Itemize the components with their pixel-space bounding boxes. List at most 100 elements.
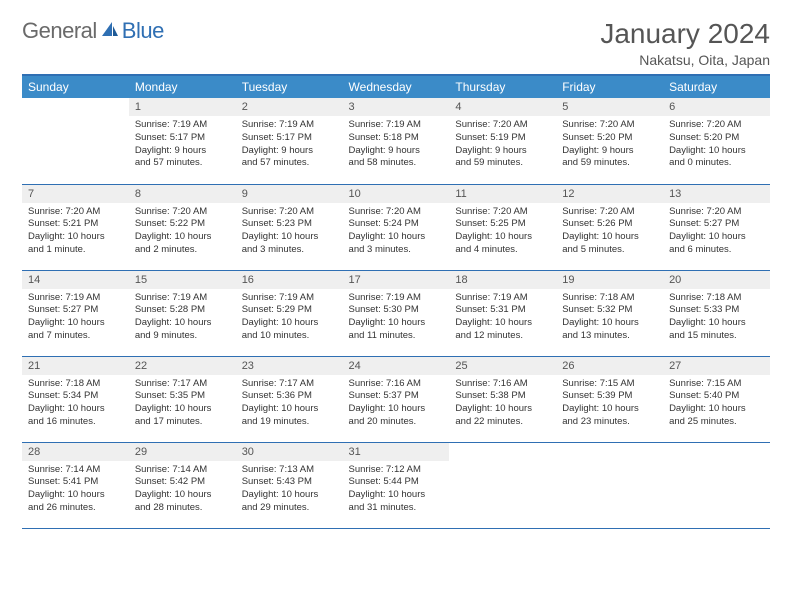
day-text-line: Daylight: 10 hours [242,317,337,330]
day-cell: 3Sunrise: 7:19 AMSunset: 5:18 PMDaylight… [343,98,450,184]
day-text-line: Sunset: 5:42 PM [135,476,230,489]
day-text-line: Sunrise: 7:14 AM [135,464,230,477]
day-number: 27 [663,357,770,375]
day-text: Sunrise: 7:20 AMSunset: 5:24 PMDaylight:… [343,203,450,261]
day-text-line: Sunrise: 7:20 AM [669,119,764,132]
day-text-line: and 1 minute. [28,244,123,257]
day-text-line: Sunset: 5:31 PM [455,304,550,317]
day-cell: 2Sunrise: 7:19 AMSunset: 5:17 PMDaylight… [236,98,343,184]
day-cell: 24Sunrise: 7:16 AMSunset: 5:37 PMDayligh… [343,356,450,442]
day-text-line: Daylight: 10 hours [135,489,230,502]
day-text: Sunrise: 7:12 AMSunset: 5:44 PMDaylight:… [343,461,450,519]
day-number: 23 [236,357,343,375]
day-text-line: and 23 minutes. [562,416,657,429]
day-text-line: and 3 minutes. [242,244,337,257]
day-cell: 31Sunrise: 7:12 AMSunset: 5:44 PMDayligh… [343,442,450,528]
day-number: 19 [556,271,663,289]
day-number: 14 [22,271,129,289]
day-cell [449,442,556,528]
day-text-line: Sunset: 5:25 PM [455,218,550,231]
day-text-line: Daylight: 10 hours [28,489,123,502]
day-text-line: Sunrise: 7:19 AM [349,292,444,305]
day-text-line: Sunset: 5:35 PM [135,390,230,403]
day-text-line: Sunrise: 7:20 AM [455,119,550,132]
day-text-line: Sunrise: 7:17 AM [242,378,337,391]
day-text-line: Daylight: 10 hours [28,231,123,244]
day-number: 15 [129,271,236,289]
day-text-line: and 57 minutes. [242,157,337,170]
day-text: Sunrise: 7:16 AMSunset: 5:37 PMDaylight:… [343,375,450,433]
day-text-line: and 9 minutes. [135,330,230,343]
day-cell: 15 Sunrise: 7:19 AMSunset: 5:28 PMDayligh… [129,270,236,356]
day-number: 20 [663,271,770,289]
day-cell: 25Sunrise: 7:16 AMSunset: 5:38 PMDayligh… [449,356,556,442]
day-text: Sunrise: 7:15 AMSunset: 5:39 PMDaylight:… [556,375,663,433]
day-text-line: and 11 minutes. [349,330,444,343]
month-title: January 2024 [600,18,770,50]
day-cell: 18Sunrise: 7:19 AMSunset: 5:31 PMDayligh… [449,270,556,356]
day-text-line: Daylight: 10 hours [349,489,444,502]
day-text-line: Daylight: 9 hours [349,145,444,158]
day-text-line: Daylight: 10 hours [135,317,230,330]
day-text-line: Daylight: 10 hours [349,231,444,244]
day-text-line: Sunrise: 7:20 AM [28,206,123,219]
day-text-line: and 58 minutes. [349,157,444,170]
day-text: Sunrise: 7:20 AMSunset: 5:26 PMDaylight:… [556,203,663,261]
day-cell: 20Sunrise: 7:18 AMSunset: 5:33 PMDayligh… [663,270,770,356]
day-number: 9 [236,185,343,203]
day-text-line: Sunset: 5:27 PM [669,218,764,231]
day-number: 8 [129,185,236,203]
day-text-line: and 7 minutes. [28,330,123,343]
day-text-line: Sunrise: 7:19 AM [349,119,444,132]
day-text: Sunrise: 7:13 AMSunset: 5:43 PMDaylight:… [236,461,343,519]
day-text-line: Daylight: 10 hours [562,231,657,244]
day-text-line: Sunset: 5:17 PM [135,132,230,145]
day-text-line: and 26 minutes. [28,502,123,515]
day-text-line: Sunset: 5:30 PM [349,304,444,317]
day-cell: 21Sunrise: 7:18 AMSunset: 5:34 PMDayligh… [22,356,129,442]
day-text-line: Daylight: 10 hours [669,145,764,158]
day-text-line: Daylight: 10 hours [455,403,550,416]
day-text-line: Sunset: 5:43 PM [242,476,337,489]
dayhead-tue: Tuesday [236,75,343,98]
day-number: 3 [343,98,450,116]
day-text-line: Sunset: 5:23 PM [242,218,337,231]
day-text-line: Sunrise: 7:19 AM [135,119,230,132]
day-text-line: Sunrise: 7:18 AM [28,378,123,391]
day-number: 25 [449,357,556,375]
day-text: Sunrise: 7:20 AMSunset: 5:23 PMDaylight:… [236,203,343,261]
week-row: 21Sunrise: 7:18 AMSunset: 5:34 PMDayligh… [22,356,770,442]
day-number: 2 [236,98,343,116]
day-text-line: Sunset: 5:28 PM [135,304,230,317]
day-text: Sunrise: 7:18 AMSunset: 5:33 PMDaylight:… [663,289,770,347]
day-text: Sunrise: 7:20 AMSunset: 5:27 PMDaylight:… [663,203,770,261]
day-text: Sunrise: 7:14 AMSunset: 5:41 PMDaylight:… [22,461,129,519]
day-number: 24 [343,357,450,375]
dayhead-wed: Wednesday [343,75,450,98]
day-text-line: and 29 minutes. [242,502,337,515]
day-number: 30 [236,443,343,461]
day-number: 26 [556,357,663,375]
day-number: 21 [22,357,129,375]
day-text-line: and 5 minutes. [562,244,657,257]
day-number: 4 [449,98,556,116]
day-cell [556,442,663,528]
day-text-line: Sunrise: 7:20 AM [562,119,657,132]
calendar-table: Sunday Monday Tuesday Wednesday Thursday… [22,74,770,529]
day-text-line: Sunrise: 7:16 AM [349,378,444,391]
day-text: Sunrise: 7:19 AMSunset: 5:31 PMDaylight:… [449,289,556,347]
day-text-line: Sunset: 5:20 PM [669,132,764,145]
logo: General Blue [22,18,164,44]
week-row: 1Sunrise: 7:19 AMSunset: 5:17 PMDaylight… [22,98,770,184]
day-text-line: Daylight: 10 hours [135,231,230,244]
day-text: Sunrise: 7:19 AMSunset: 5:17 PMDaylight:… [129,116,236,174]
day-text-line: Sunset: 5:22 PM [135,218,230,231]
day-text: Sunrise: 7:19 AMSunset: 5:17 PMDaylight:… [236,116,343,174]
day-cell: 8Sunrise: 7:20 AMSunset: 5:22 PMDaylight… [129,184,236,270]
day-text-line: and 6 minutes. [669,244,764,257]
day-text-line: Sunrise: 7:20 AM [455,206,550,219]
day-cell: 27Sunrise: 7:15 AMSunset: 5:40 PMDayligh… [663,356,770,442]
day-text-line: Daylight: 10 hours [242,489,337,502]
day-text-line: Sunrise: 7:19 AM [135,292,230,305]
day-number: 29 [129,443,236,461]
